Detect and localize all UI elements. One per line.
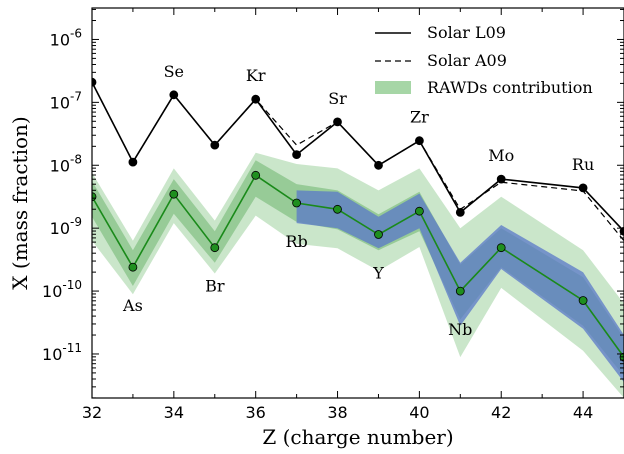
x-tick-label-34: 34: [164, 403, 184, 422]
point-rawds-contribution-z41: [455, 286, 465, 296]
element-label-as: As: [122, 296, 143, 315]
point-rawds-contribution-z32: [92, 192, 97, 202]
point-rawds-contribution-z42: [496, 243, 506, 253]
point-solar-l09-z44: [578, 183, 588, 193]
element-label-y: Y: [372, 264, 384, 283]
point-rawds-contribution-z39: [374, 230, 383, 239]
element-label-zr: Zr: [410, 108, 429, 127]
x-tick-label-38: 38: [327, 403, 347, 422]
point-solar-l09-z33: [128, 157, 138, 167]
element-label-kr: Kr: [246, 66, 266, 85]
point-solar-l09-z36: [251, 94, 261, 104]
legend: Solar L09 Solar A09 RAWDs contribution: [375, 23, 593, 97]
point-solar-l09-z34: [169, 90, 179, 100]
plot-frame: [91, 7, 624, 399]
element-label-se: Se: [164, 62, 184, 81]
point-rawds-contribution-z40: [414, 206, 424, 216]
legend-label-rawds: RAWDs contribution: [427, 78, 593, 97]
element-label-ru: Ru: [572, 155, 594, 174]
point-solar-l09-z38: [333, 117, 342, 127]
legend-swatch-rawds: [375, 81, 411, 94]
x-axis-label: Z (charge number): [262, 425, 453, 449]
x-tick-label-32: 32: [82, 403, 102, 422]
y-axis-label: X (mass fraction): [8, 116, 32, 289]
x-axis-ticks: 32 34 36 38 40 42 44: [82, 8, 624, 422]
point-solar-l09-z41: [455, 207, 465, 217]
point-solar-l09-z39: [374, 160, 383, 170]
element-label-nb: Nb: [448, 320, 472, 339]
point-solar-l09-z42: [496, 174, 506, 184]
y-axis-ticks: 10-11 10-10 10-9 10-8 10-7 10-6: [42, 8, 624, 399]
point-rawds-contribution-z37: [292, 198, 302, 208]
x-tick-label-36: 36: [246, 403, 266, 422]
point-rawds-contribution-z36: [251, 170, 261, 180]
y-tick-label: 10-11: [42, 341, 82, 364]
element-label-rb: Rb: [285, 232, 307, 251]
y-tick-label: 10-9: [50, 215, 82, 238]
element-label-br: Br: [205, 277, 225, 296]
point-solar-l09-z37: [292, 150, 302, 160]
element-label-mo: Mo: [488, 146, 514, 165]
element-label-sr: Sr: [328, 89, 347, 108]
legend-label-solar-l09: Solar L09: [427, 23, 506, 42]
band-rawds-contribution-inner: [92, 160, 624, 376]
markers-layer: [92, 77, 624, 362]
y-tick-label: 10-6: [50, 26, 82, 49]
x-tick-label-40: 40: [409, 403, 429, 422]
x-tick-label-44: 44: [573, 403, 593, 422]
y-tick-label: 10-7: [50, 89, 82, 112]
point-rawds-contribution-z44: [578, 296, 588, 305]
point-rawds-contribution-z35: [210, 243, 220, 253]
x-tick-label-42: 42: [491, 403, 511, 422]
y-tick-label: 10-10: [42, 278, 82, 301]
y-tick-label: 10-8: [50, 152, 82, 175]
element-labels-layer: As Se Br Kr Rb Sr Y Zr Nb Mo Ru: [122, 62, 594, 339]
point-rawds-contribution-z34: [169, 189, 179, 199]
point-solar-l09-z32: [92, 77, 97, 87]
point-solar-l09-z40: [414, 136, 424, 146]
point-rawds-contribution-z38: [333, 204, 342, 214]
point-rawds-contribution-z33: [128, 262, 138, 272]
legend-label-solar-a09: Solar A09: [427, 51, 507, 70]
point-solar-l09-z35: [210, 140, 220, 150]
